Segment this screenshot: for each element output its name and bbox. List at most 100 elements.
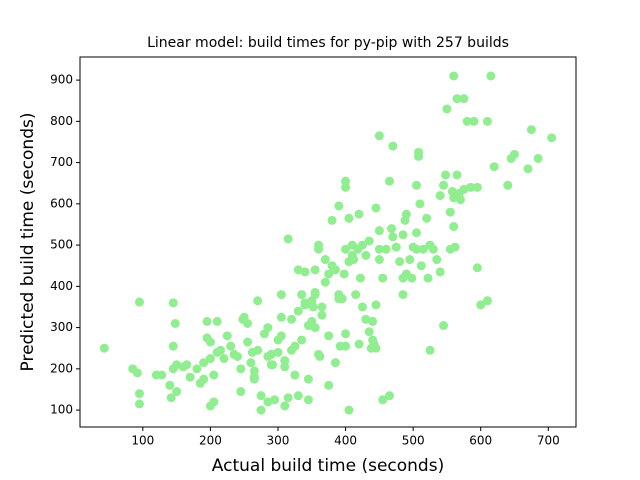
- point: [395, 257, 405, 267]
- point: [182, 360, 192, 370]
- point: [303, 374, 313, 384]
- point: [263, 397, 273, 407]
- point: [442, 104, 452, 114]
- point: [449, 222, 459, 232]
- point: [482, 116, 492, 126]
- point: [466, 182, 476, 192]
- point: [283, 393, 293, 403]
- y-tick-label: 900: [50, 73, 73, 87]
- point: [263, 323, 273, 333]
- point: [354, 209, 364, 219]
- point: [374, 226, 384, 236]
- point: [357, 302, 367, 312]
- point: [205, 354, 215, 364]
- point: [132, 368, 142, 378]
- point: [249, 374, 259, 384]
- point: [407, 273, 417, 283]
- point: [134, 399, 144, 409]
- point: [185, 372, 195, 382]
- point: [303, 395, 313, 405]
- point: [290, 341, 300, 351]
- point: [445, 207, 455, 217]
- point: [472, 182, 482, 192]
- x-tick-label: 500: [402, 434, 425, 448]
- point: [503, 180, 513, 190]
- point: [205, 337, 215, 347]
- point: [476, 300, 486, 310]
- x-axis-label: Actual build time (seconds): [212, 456, 444, 476]
- x-tick-label: 400: [334, 434, 357, 448]
- point: [317, 310, 327, 320]
- point: [432, 255, 442, 265]
- point: [405, 255, 415, 265]
- point: [374, 131, 384, 141]
- point: [330, 265, 340, 275]
- point: [459, 184, 469, 194]
- x-tick-label: 700: [537, 434, 560, 448]
- point: [276, 331, 286, 341]
- point: [166, 393, 176, 403]
- point: [449, 71, 459, 81]
- point: [364, 236, 374, 246]
- point: [236, 387, 246, 397]
- point: [330, 358, 340, 368]
- chart-title: Linear model: build times for py-pip wit…: [147, 35, 509, 51]
- point: [452, 170, 462, 180]
- point: [192, 364, 202, 374]
- point: [374, 255, 384, 265]
- y-tick-label: 700: [50, 155, 73, 169]
- point: [422, 213, 432, 223]
- point: [452, 94, 462, 104]
- point: [354, 339, 364, 349]
- point: [341, 341, 351, 351]
- point: [232, 351, 242, 361]
- point: [412, 244, 422, 254]
- point: [280, 356, 290, 366]
- point: [384, 176, 394, 186]
- point: [246, 358, 256, 368]
- point: [212, 316, 222, 326]
- point: [297, 290, 307, 300]
- point: [388, 141, 398, 151]
- point: [256, 405, 266, 415]
- point: [425, 345, 435, 355]
- point: [423, 273, 433, 283]
- plot-frame: [79, 56, 577, 428]
- point: [157, 370, 167, 380]
- point: [324, 269, 334, 279]
- point: [387, 224, 397, 234]
- point: [253, 296, 263, 306]
- point: [523, 164, 533, 174]
- point: [314, 244, 324, 254]
- point: [398, 230, 408, 240]
- y-tick-label: 800: [50, 114, 73, 128]
- point: [533, 153, 543, 163]
- point: [341, 244, 351, 254]
- point: [455, 195, 465, 205]
- point: [368, 316, 378, 326]
- point: [441, 170, 451, 180]
- point: [293, 306, 303, 316]
- point: [243, 337, 253, 347]
- point: [168, 341, 178, 351]
- point: [327, 215, 337, 225]
- point: [249, 366, 259, 376]
- point: [324, 380, 334, 390]
- point: [361, 314, 371, 324]
- point: [349, 255, 359, 265]
- point: [459, 94, 469, 104]
- point: [216, 345, 226, 355]
- point: [412, 180, 422, 190]
- point: [450, 242, 460, 252]
- point: [172, 387, 182, 397]
- point: [371, 203, 381, 213]
- point: [226, 341, 236, 351]
- point: [414, 147, 424, 157]
- point: [418, 244, 428, 254]
- point: [401, 209, 411, 219]
- point: [315, 351, 325, 361]
- point: [334, 201, 344, 211]
- point: [170, 318, 180, 328]
- point: [510, 149, 520, 159]
